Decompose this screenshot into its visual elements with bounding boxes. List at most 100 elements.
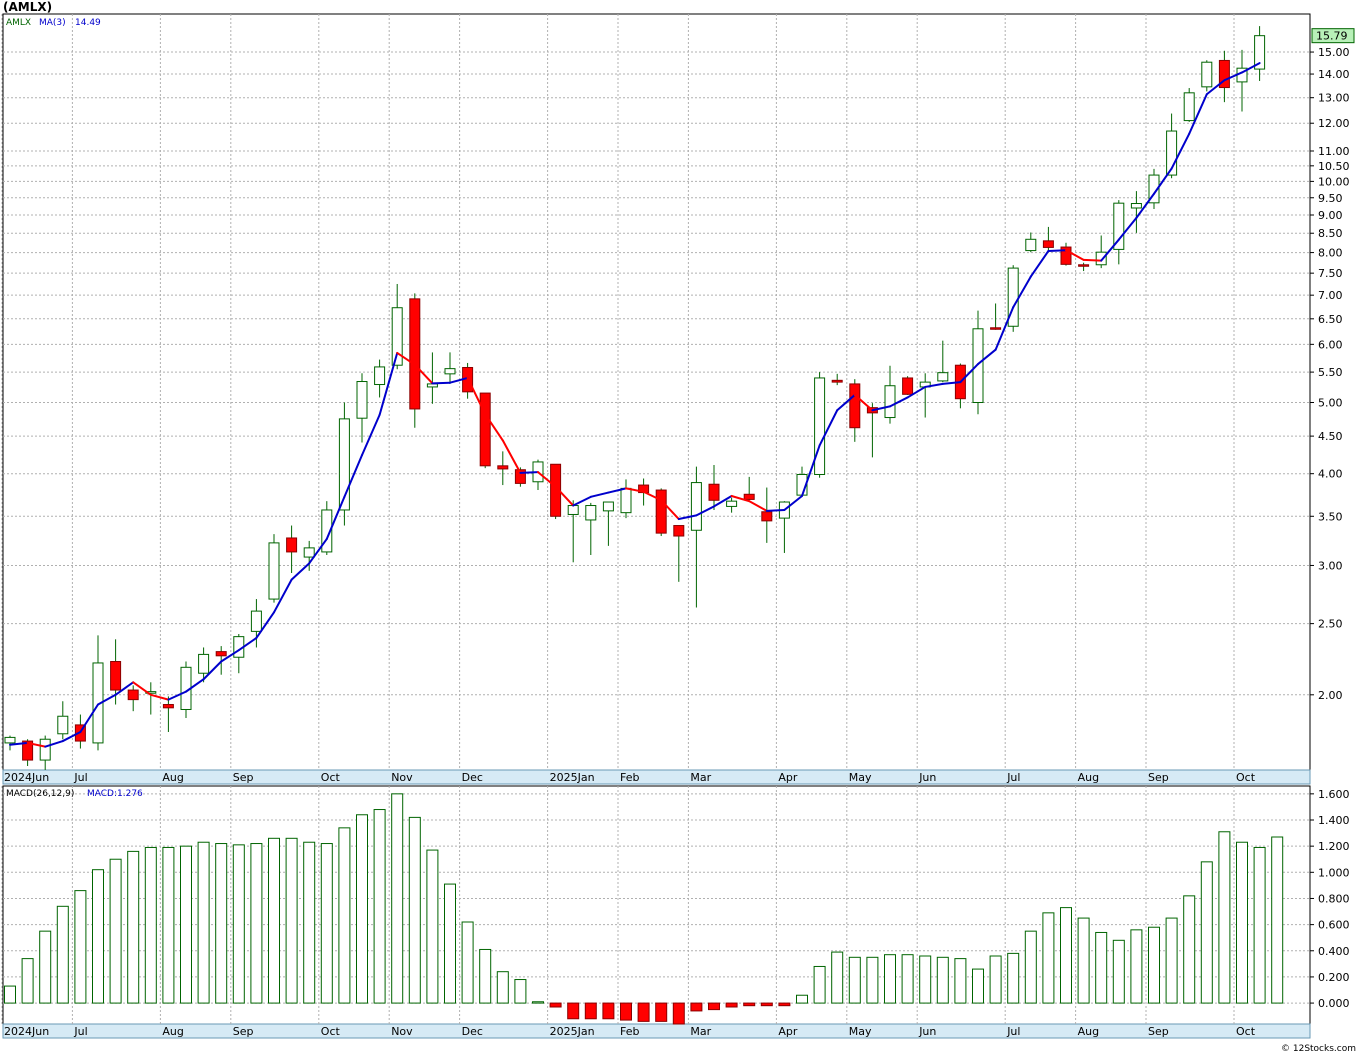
- macd-bar: [989, 955, 1002, 1004]
- macd-bar: [162, 846, 175, 1004]
- ma-segment: [906, 385, 927, 399]
- candle-body: [1183, 92, 1195, 122]
- ma-segment: [167, 690, 187, 701]
- ma-segment: [1100, 238, 1120, 262]
- candle-body: [215, 651, 227, 657]
- ma-segment: [1047, 249, 1067, 252]
- macd-bar: [725, 1002, 738, 1008]
- price-y-tick-label: 5.50: [1318, 366, 1343, 379]
- macd-y-tick-label: 1.400: [1318, 814, 1350, 827]
- macd-bar: [144, 846, 157, 1004]
- macd-bar: [21, 958, 34, 1004]
- macd-x-tick-label: Jun: [918, 1025, 936, 1038]
- macd-y-tick-label: 0.600: [1318, 919, 1350, 932]
- ma-segment: [114, 681, 135, 696]
- macd-x-tick-label: Mar: [690, 1025, 711, 1038]
- price-x-tick-label: Apr: [778, 771, 798, 784]
- price-x-tick-label: Sep: [233, 771, 254, 784]
- macd-y-tick-label: 0.200: [1318, 971, 1350, 984]
- macd-bar: [848, 956, 861, 1004]
- macd-bar: [92, 869, 104, 1004]
- macd-bar: [549, 1002, 562, 1008]
- macd-bar: [391, 793, 404, 1004]
- macd-bar: [1077, 917, 1090, 1004]
- macd-x-tick-label: Feb: [620, 1025, 639, 1038]
- candle-body: [602, 501, 614, 512]
- macd-bar: [1165, 917, 1178, 1004]
- ma-segment: [713, 494, 733, 508]
- candle-body: [1025, 238, 1037, 252]
- candle-body: [338, 418, 350, 511]
- ma-segment: [765, 508, 786, 512]
- macd-bar: [514, 979, 527, 1004]
- macd-bar: [461, 921, 474, 1004]
- price-x-tick-label: Aug: [162, 771, 183, 784]
- price-y-tick-label: 6.00: [1318, 338, 1343, 351]
- ma-segment: [466, 376, 487, 416]
- candle-body: [585, 505, 597, 521]
- ma-segment: [994, 306, 1015, 351]
- ma-segment: [941, 381, 962, 385]
- macd-bar: [74, 890, 87, 1004]
- candle-body: [110, 661, 122, 691]
- macd-bar: [602, 1002, 615, 1020]
- macd-x-tick-label: Aug: [1078, 1025, 1099, 1038]
- ma-segment: [273, 578, 293, 614]
- macd-y-tick-label: 1.200: [1318, 840, 1350, 853]
- macd-bar: [1060, 907, 1072, 1004]
- candle-body: [1201, 61, 1213, 88]
- candle-body: [374, 366, 386, 386]
- ma-segment: [871, 405, 891, 412]
- macd-y-tick-label: 0.000: [1318, 997, 1350, 1010]
- candle-body: [1218, 59, 1230, 89]
- price-y-tick-label: 4.50: [1318, 430, 1343, 443]
- legend-symbol: AMLX: [6, 18, 31, 28]
- macd-bar: [532, 1001, 544, 1004]
- price-x-tick-label: Aug: [1078, 771, 1099, 784]
- price-y-tick-label: 12.00: [1318, 117, 1350, 130]
- macd-bar: [109, 858, 122, 1004]
- macd-x-tick-label: 2025Jan: [550, 1025, 595, 1038]
- macd-bar: [320, 843, 333, 1004]
- ma-segment: [660, 499, 680, 521]
- candle-body: [1130, 203, 1142, 209]
- price-y-tick-label: 6.50: [1318, 313, 1343, 326]
- candle-body: [57, 715, 69, 735]
- candle-body: [884, 385, 896, 419]
- price-y-tick-label: 3.50: [1318, 510, 1343, 523]
- ma-segment: [889, 396, 909, 408]
- macd-bar: [1183, 895, 1196, 1004]
- macd-bar: [1007, 952, 1020, 1004]
- ma-segment: [44, 740, 64, 748]
- ma-segment: [572, 495, 592, 507]
- price-x-tick-label: 2024Jun: [4, 771, 49, 784]
- ma-segment: [308, 537, 328, 565]
- price-x-tick-label: Oct: [321, 771, 341, 784]
- price-y-tick-label: 10.50: [1318, 160, 1350, 173]
- macd-bar: [866, 956, 879, 1004]
- macd-x-tick-label: Sep: [1148, 1025, 1169, 1038]
- copyright-label: © 12Stocks.com: [1281, 1044, 1356, 1054]
- ma-segment: [1082, 258, 1103, 262]
- ma-segment: [853, 393, 874, 412]
- price-y-tick-label: 13.00: [1318, 92, 1350, 105]
- macd-bar: [1271, 836, 1284, 1004]
- macd-bar: [690, 1002, 703, 1012]
- ma-segment: [783, 494, 803, 511]
- macd-x-tick-label: Jul: [1006, 1025, 1020, 1038]
- macd-bar: [426, 849, 439, 1004]
- ma-segment: [1188, 93, 1208, 135]
- price-x-tick-label: Dec: [462, 771, 483, 784]
- macd-legend-value: MACD:1.276: [87, 789, 143, 799]
- macd-bar: [1218, 831, 1231, 1004]
- macd-bar: [743, 1002, 756, 1007]
- candle-body: [391, 307, 403, 366]
- macd-bar: [1112, 939, 1125, 1004]
- ma-segment: [625, 487, 645, 493]
- candle-body: [550, 463, 562, 517]
- candle-body: [426, 383, 438, 388]
- macd-bar: [127, 850, 140, 1004]
- price-date-axis: [2, 769, 1311, 785]
- candle-body: [1060, 246, 1072, 265]
- candle-body: [479, 392, 491, 467]
